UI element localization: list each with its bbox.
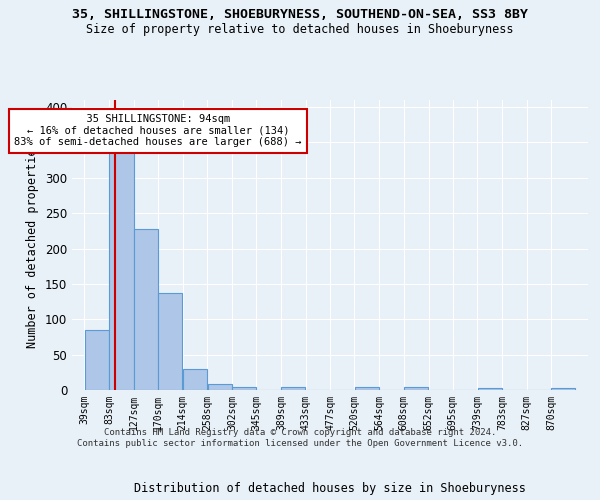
Bar (232, 387, 256, 390)
Text: Distribution of detached houses by size in Shoeburyness: Distribution of detached houses by size … (134, 482, 526, 495)
Bar (355, 387, 379, 390)
Bar (85, 330, 109, 390)
Bar (404, 387, 428, 390)
Bar (109, 150, 134, 390)
Bar (183, 370, 207, 390)
Bar (551, 388, 575, 390)
Bar (158, 293, 182, 390)
Text: Size of property relative to detached houses in Shoeburyness: Size of property relative to detached ho… (86, 22, 514, 36)
Bar (208, 384, 232, 390)
Text: 35 SHILLINGSTONE: 94sqm  
← 16% of detached houses are smaller (134)
83% of semi: 35 SHILLINGSTONE: 94sqm ← 16% of detache… (14, 114, 302, 148)
Bar (281, 387, 305, 390)
Bar (134, 228, 158, 390)
Y-axis label: Number of detached properties: Number of detached properties (26, 142, 40, 348)
Bar (478, 388, 502, 390)
Text: 35, SHILLINGSTONE, SHOEBURYNESS, SOUTHEND-ON-SEA, SS3 8BY: 35, SHILLINGSTONE, SHOEBURYNESS, SOUTHEN… (72, 8, 528, 20)
Text: Contains HM Land Registry data © Crown copyright and database right 2024.
Contai: Contains HM Land Registry data © Crown c… (77, 428, 523, 448)
